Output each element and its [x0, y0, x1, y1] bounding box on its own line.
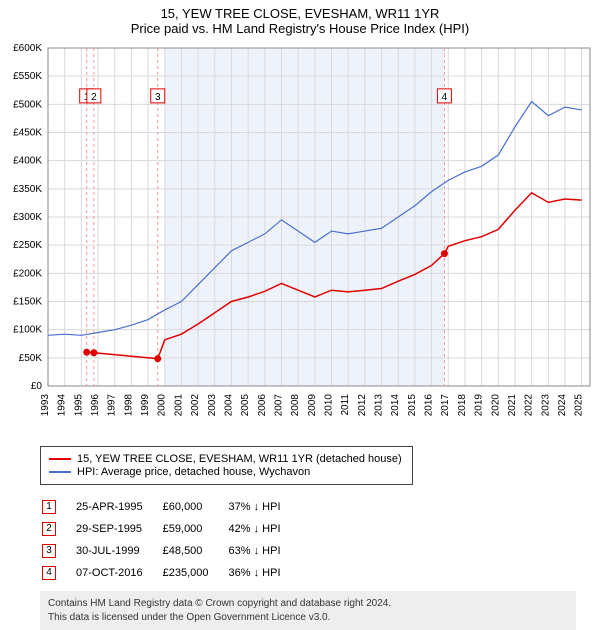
svg-text:2011: 2011 — [340, 394, 351, 416]
svg-text:1996: 1996 — [90, 394, 101, 417]
svg-text:2007: 2007 — [273, 394, 284, 417]
svg-text:4: 4 — [442, 92, 448, 103]
chart-svg: £0 £50K £100K £150K £200K £250K £300K £350K £400… — [0, 38, 600, 438]
sale-date: 29-SEP-1995 — [76, 519, 161, 539]
svg-text:3: 3 — [155, 92, 161, 103]
sale-diff: 37% ↓ HPI — [229, 497, 299, 517]
chart-area: £0 £50K £100K £150K £200K £250K £300K £350K £400… — [0, 38, 600, 438]
svg-text:2019: 2019 — [474, 394, 485, 417]
svg-text:2014: 2014 — [390, 394, 401, 417]
svg-text:2023: 2023 — [540, 394, 551, 417]
svg-text:2000: 2000 — [157, 394, 168, 417]
svg-text:2017: 2017 — [440, 394, 451, 417]
sale-diff: 63% ↓ HPI — [229, 541, 299, 561]
sale-price: £60,000 — [163, 497, 227, 517]
svg-text:1993: 1993 — [40, 394, 51, 417]
sale-date: 30-JUL-1999 — [76, 541, 161, 561]
svg-text:£300K: £300K — [13, 212, 42, 223]
svg-text:£100K: £100K — [13, 325, 42, 336]
sale-price: £59,000 — [163, 519, 227, 539]
sale-marker: 3 — [42, 544, 56, 558]
svg-text:2006: 2006 — [257, 394, 268, 417]
svg-text:£50K: £50K — [19, 353, 43, 364]
svg-text:2022: 2022 — [524, 394, 535, 417]
chart-title-main: 15, YEW TREE CLOSE, EVESHAM, WR11 1YR — [0, 6, 600, 21]
svg-text:£350K: £350K — [13, 184, 42, 195]
footer: Contains HM Land Registry data © Crown c… — [40, 591, 576, 630]
svg-text:2: 2 — [91, 92, 97, 103]
sales-table: 1 25-APR-1995£60,00037% ↓ HPI 2 29-SEP-1995… — [40, 495, 301, 585]
chart-title-sub: Price paid vs. HM Land Registry's House … — [0, 21, 600, 36]
sale-marker: 4 — [42, 566, 56, 580]
sale-marker: 1 — [42, 500, 56, 514]
sale-marker: 2 — [42, 522, 56, 536]
svg-text:1997: 1997 — [107, 394, 118, 417]
svg-text:1999: 1999 — [140, 394, 151, 417]
svg-text:2025: 2025 — [574, 394, 585, 417]
footer-line2: This data is licensed under the Open Gov… — [48, 611, 568, 625]
svg-text:2013: 2013 — [374, 394, 385, 417]
svg-text:£400K: £400K — [13, 156, 42, 167]
sale-price: £48,500 — [163, 541, 227, 561]
svg-text:£250K: £250K — [13, 240, 42, 251]
svg-text:1995: 1995 — [73, 394, 84, 417]
svg-text:2004: 2004 — [223, 394, 234, 417]
svg-text:£600K: £600K — [13, 43, 42, 54]
svg-text:1994: 1994 — [57, 394, 68, 417]
svg-text:2024: 2024 — [557, 394, 568, 417]
legend-swatch — [49, 458, 71, 460]
table-row: 1 25-APR-1995£60,00037% ↓ HPI — [42, 497, 299, 517]
svg-text:£150K: £150K — [13, 297, 42, 308]
svg-text:2003: 2003 — [207, 394, 218, 417]
table-row: 3 30-JUL-1999£48,50063% ↓ HPI — [42, 541, 299, 561]
legend-row: 15, YEW TREE CLOSE, EVESHAM, WR11 1YR (d… — [49, 453, 402, 465]
svg-text:£0: £0 — [31, 381, 43, 392]
svg-text:2001: 2001 — [173, 394, 184, 417]
legend: 15, YEW TREE CLOSE, EVESHAM, WR11 1YR (d… — [40, 446, 413, 485]
svg-text:£450K: £450K — [13, 128, 42, 139]
legend-label: HPI: Average price, detached house, Wych… — [77, 466, 310, 478]
svg-text:2009: 2009 — [307, 394, 318, 417]
svg-text:2005: 2005 — [240, 394, 251, 417]
svg-text:2016: 2016 — [424, 394, 435, 417]
sale-diff: 36% ↓ HPI — [229, 563, 299, 583]
legend-swatch — [49, 471, 71, 473]
svg-text:£200K: £200K — [13, 268, 42, 279]
svg-text:2021: 2021 — [507, 394, 518, 417]
legend-row: HPI: Average price, detached house, Wych… — [49, 466, 402, 478]
sale-price: £235,000 — [163, 563, 227, 583]
svg-text:£550K: £550K — [13, 71, 42, 82]
table-row: 4 07-OCT-2016£235,00036% ↓ HPI — [42, 563, 299, 583]
svg-text:2002: 2002 — [190, 394, 201, 417]
sale-date: 07-OCT-2016 — [76, 563, 161, 583]
svg-text:£500K: £500K — [13, 99, 42, 110]
svg-text:2010: 2010 — [324, 394, 335, 417]
svg-text:1998: 1998 — [123, 394, 134, 417]
svg-text:2018: 2018 — [457, 394, 468, 417]
sale-date: 25-APR-1995 — [76, 497, 161, 517]
legend-label: 15, YEW TREE CLOSE, EVESHAM, WR11 1YR (d… — [77, 453, 402, 465]
sale-diff: 42% ↓ HPI — [229, 519, 299, 539]
footer-line1: Contains HM Land Registry data © Crown c… — [48, 597, 568, 611]
svg-text:2015: 2015 — [407, 394, 418, 417]
svg-text:2012: 2012 — [357, 394, 368, 417]
svg-text:2008: 2008 — [290, 394, 301, 417]
table-row: 2 29-SEP-1995£59,00042% ↓ HPI — [42, 519, 299, 539]
svg-text:2020: 2020 — [490, 394, 501, 417]
